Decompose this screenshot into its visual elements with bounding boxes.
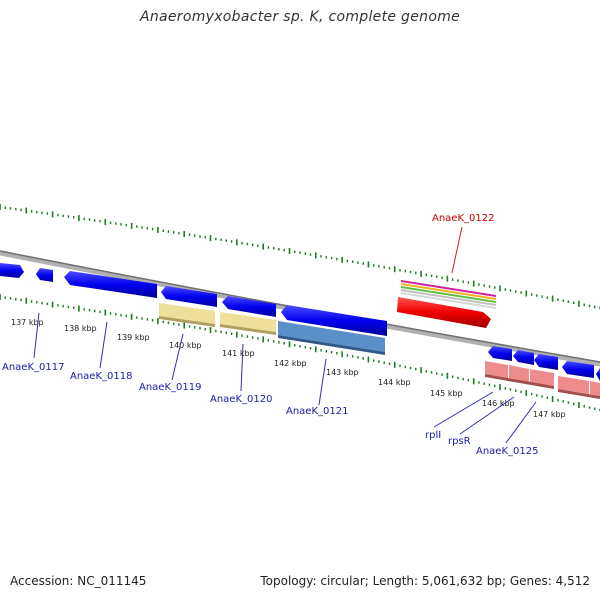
inner-tick-row: [0, 294, 600, 412]
scale-label: 143 kbp: [326, 368, 359, 377]
highlighted-gene-group: [397, 280, 496, 328]
feature-stripe: [401, 286, 496, 303]
scale-label: 138 kbp: [64, 324, 97, 333]
feature-box-salmon[interactable]: [590, 381, 600, 396]
feature-box-salmon-edge: [558, 389, 600, 399]
scale-label: 141 kbp: [222, 349, 255, 358]
feature-box-salmon[interactable]: [509, 365, 529, 382]
feature-box-salmon[interactable]: [558, 376, 589, 394]
gene-arrow[interactable]: [513, 350, 534, 365]
feature-box-steelblue-edge: [278, 335, 385, 355]
scale-label: 140 kbp: [169, 341, 202, 350]
feature-box-yellow[interactable]: [159, 303, 215, 324]
reverse-features: [159, 303, 600, 399]
gene-arrow[interactable]: [596, 368, 600, 381]
gene-arrow-highlight[interactable]: [397, 297, 491, 328]
genome-summary: Topology: circular; Length: 5,061,632 bp…: [260, 574, 590, 588]
gene-arrow[interactable]: [488, 346, 512, 361]
gene-label[interactable]: AnaeK_0118: [70, 371, 132, 382]
gene-arrow[interactable]: [222, 296, 276, 317]
scale-label: 142 kbp: [274, 359, 307, 368]
gene-label[interactable]: AnaeK_0120: [210, 394, 272, 405]
gene-arrow[interactable]: [36, 268, 53, 282]
feature-box-salmon-edge: [485, 374, 554, 389]
scale-label: 146 kbp: [482, 399, 515, 408]
scale-label: 139 kbp: [117, 333, 150, 342]
feature-stripe: [401, 289, 496, 306]
feature-box-steelblue[interactable]: [278, 321, 385, 352]
feature-stripe: [401, 292, 496, 309]
scale-label: 137 kbp: [11, 318, 44, 327]
map-title: Anaeromyxobacter sp. K, complete genome: [139, 9, 461, 25]
accession-label: Accession: NC_011145: [10, 574, 147, 588]
feature-box-yellow[interactable]: [220, 312, 276, 332]
feature-box-yellow-edge: [159, 316, 215, 327]
feature-box-salmon[interactable]: [485, 361, 508, 378]
gene-label[interactable]: rpsR: [448, 436, 471, 447]
gene-arrow[interactable]: [534, 354, 558, 370]
label-leader-line-red: [451, 226, 463, 274]
gene-labels: AnaeK_0117 AnaeK_0118 AnaeK_0119 AnaeK_0…: [2, 213, 538, 457]
gene-label[interactable]: rplI: [425, 430, 441, 441]
gene-arrow[interactable]: [562, 361, 594, 378]
forward-genes: [0, 263, 600, 381]
outer-tick-row: [0, 204, 600, 310]
gene-label[interactable]: AnaeK_0125: [476, 446, 538, 457]
gene-arrow[interactable]: [64, 271, 157, 298]
scale-label: 147 kbp: [533, 410, 566, 419]
scale-labels: 137 kbp 138 kbp 139 kbp 140 kbp 141 kbp …: [11, 318, 566, 419]
feature-box-yellow-edge: [220, 324, 276, 335]
gene-arrow[interactable]: [281, 305, 387, 336]
scale-label: 145 kbp: [430, 389, 463, 398]
feature-box-salmon[interactable]: [530, 369, 554, 386]
feature-stripe: [401, 283, 496, 300]
scale-label: 144 kbp: [378, 378, 411, 387]
feature-stripe: [401, 280, 496, 297]
gene-label[interactable]: AnaeK_0119: [139, 382, 201, 393]
label-leader-lines: [33, 312, 537, 444]
gene-label[interactable]: AnaeK_0117: [2, 362, 64, 373]
gene-label[interactable]: AnaeK_0121: [286, 406, 348, 417]
gene-arrow[interactable]: [0, 263, 24, 278]
gene-arrow[interactable]: [161, 286, 217, 307]
gene-label[interactable]: AnaeK_0122: [432, 213, 494, 224]
